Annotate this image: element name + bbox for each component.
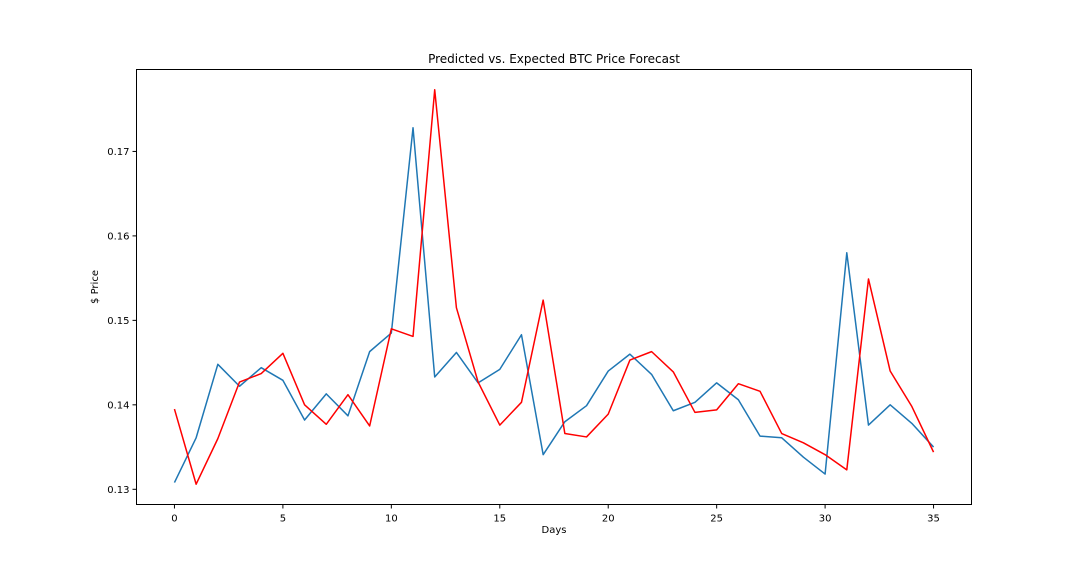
series-layer [173, 89, 935, 485]
axis-ticks: 0 5 10 15 20 25 30 35 0.13 0.14 0.15 0.16 0.17 [107, 147, 940, 525]
x-tick-label: 25 [710, 514, 723, 525]
y-axis-label: $ Price [90, 270, 101, 304]
y-tick-label: 0.15 [107, 316, 129, 327]
plot-frame [136, 69, 972, 505]
y-tick-label: 0.14 [107, 400, 129, 411]
series-line-1 [173, 127, 935, 483]
x-axis-label: Days [542, 525, 567, 536]
x-tick-label: 35 [927, 514, 940, 525]
x-tick-label: 5 [280, 514, 286, 525]
chart-title: Predicted vs. Expected BTC Price Forecas… [428, 52, 680, 66]
x-tick-label: 15 [493, 514, 506, 525]
x-tick-label: 30 [819, 514, 832, 525]
y-tick-label: 0.17 [107, 147, 129, 158]
y-tick-label: 0.13 [107, 485, 129, 496]
x-tick-label: 10 [385, 514, 398, 525]
series-line-2 [173, 89, 935, 485]
x-tick-label: 0 [171, 514, 177, 525]
y-tick-label: 0.16 [107, 231, 129, 242]
x-tick-label: 20 [602, 514, 615, 525]
